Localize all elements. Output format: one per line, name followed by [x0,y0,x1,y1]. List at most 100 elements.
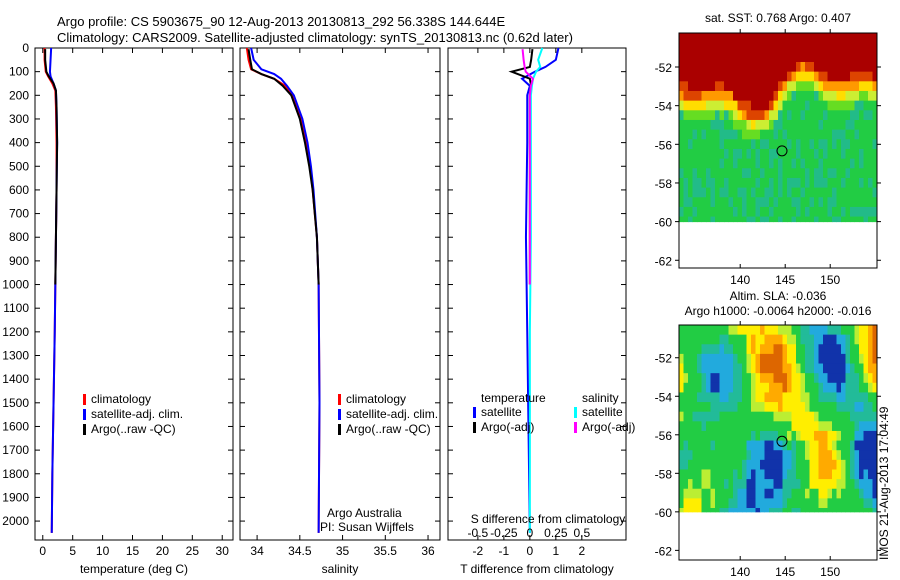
heatmap-cell [850,488,855,499]
heatmap-cell [850,90,855,102]
x-axis-label: T difference from climatology [460,562,614,576]
heatmap-cell [760,119,765,131]
heatmap-cell [724,187,729,198]
heatmap-cell [773,119,779,131]
legend-swatch [83,424,86,435]
heatmap-cell [823,334,828,345]
heatmap-cell [751,206,756,218]
heatmap-cell [868,52,873,63]
heatmap-cell [841,148,846,160]
heatmap-cell [845,187,851,198]
map-frame [678,32,878,269]
heatmap-cell [872,353,878,365]
heatmap-cell [746,110,752,121]
heatmap-cell [692,430,698,442]
heatmap-cell [683,139,689,150]
heatmap-cell [836,353,842,365]
heatmap-cell [701,206,707,218]
heatmap-cell [742,325,747,336]
heatmap-cell [787,177,792,189]
heatmap-cell [823,488,828,499]
heatmap-cell [782,52,788,63]
heatmap-cell [701,382,707,393]
heatmap-cell [832,129,837,140]
heatmap-cell [782,450,788,461]
heatmap-cell [845,353,851,365]
heatmap-cell [755,450,761,461]
heatmap-cell [692,168,698,179]
heatmap-cell [814,206,819,218]
heatmap-cell [755,148,761,160]
heatmap-cell [719,334,725,345]
heatmap-cell [755,71,761,82]
heatmap-cell [692,110,698,121]
heatmap-cell [814,33,819,44]
heatmap-cell [769,100,774,111]
heatmap-cell [746,479,752,490]
heatmap-cell [818,90,824,102]
heatmap-cell [746,353,752,365]
heatmap-cell [769,168,774,179]
heatmap-cell [796,90,801,102]
heatmap-cell [688,421,693,432]
heatmap-cell [809,119,815,131]
heatmap-cell [850,61,855,73]
heatmap-cell [796,498,801,509]
heatmap-cell [836,71,842,82]
heatmap-cell [868,488,873,499]
heatmap-cell [854,187,860,198]
heatmap-cell [755,353,761,365]
heatmap-cell [805,325,810,336]
heatmap-cell [746,325,752,336]
heatmap-cell [751,129,756,140]
heatmap-cell [863,168,869,179]
heatmap-cell [827,334,833,345]
heatmap-cell [746,459,752,470]
heatmap-cell [850,100,855,111]
heatmap-cell [724,90,729,102]
heatmap-cell [683,382,689,393]
heatmap-cell [679,402,684,413]
x-tick-label: 0 [527,544,534,558]
heatmap-cell [872,129,878,140]
heatmap-cell [814,139,819,150]
heatmap-cell [782,158,788,169]
heatmap-cell [782,334,788,345]
heatmap-cell [688,382,693,393]
heatmap-cell [755,52,761,63]
heatmap-cell [706,71,711,82]
heatmap-cell [778,139,783,150]
heatmap-cell [805,100,810,111]
heatmap-cell [683,61,689,73]
heatmap-cell [710,71,716,82]
heatmap-cell [872,81,878,92]
heatmap-cell [845,129,851,140]
heatmap-cell [823,507,828,513]
heatmap-cell [710,325,716,336]
heatmap-cell [715,119,720,131]
heatmap-cell [836,90,842,102]
heatmap-cell [697,479,702,490]
heatmap-cell [859,158,864,169]
heatmap-cell [850,373,855,384]
heatmap-cell [778,334,783,345]
y-tick-label: -58 [655,467,673,481]
heatmap-cell [845,450,851,461]
heatmap-cell [854,42,860,53]
credit-text: IMOS 21-Aug-2013 17:04:49 [877,406,891,560]
heatmap-cell [724,81,729,92]
heatmap-cell [818,402,824,413]
heatmap-cell [832,402,837,413]
heatmap-cell [832,90,837,102]
heatmap-cell [823,129,828,140]
heatmap-cell [796,61,801,73]
heatmap-cell [868,129,873,140]
heatmap-cell [863,469,869,480]
heatmap-cell [841,177,846,189]
heatmap-cell [683,450,689,461]
heatmap-cell [854,334,860,345]
heatmap-cell [787,110,792,121]
heatmap-cell [710,100,716,111]
heatmap-cell [737,71,743,82]
heatmap-cell [809,459,815,470]
